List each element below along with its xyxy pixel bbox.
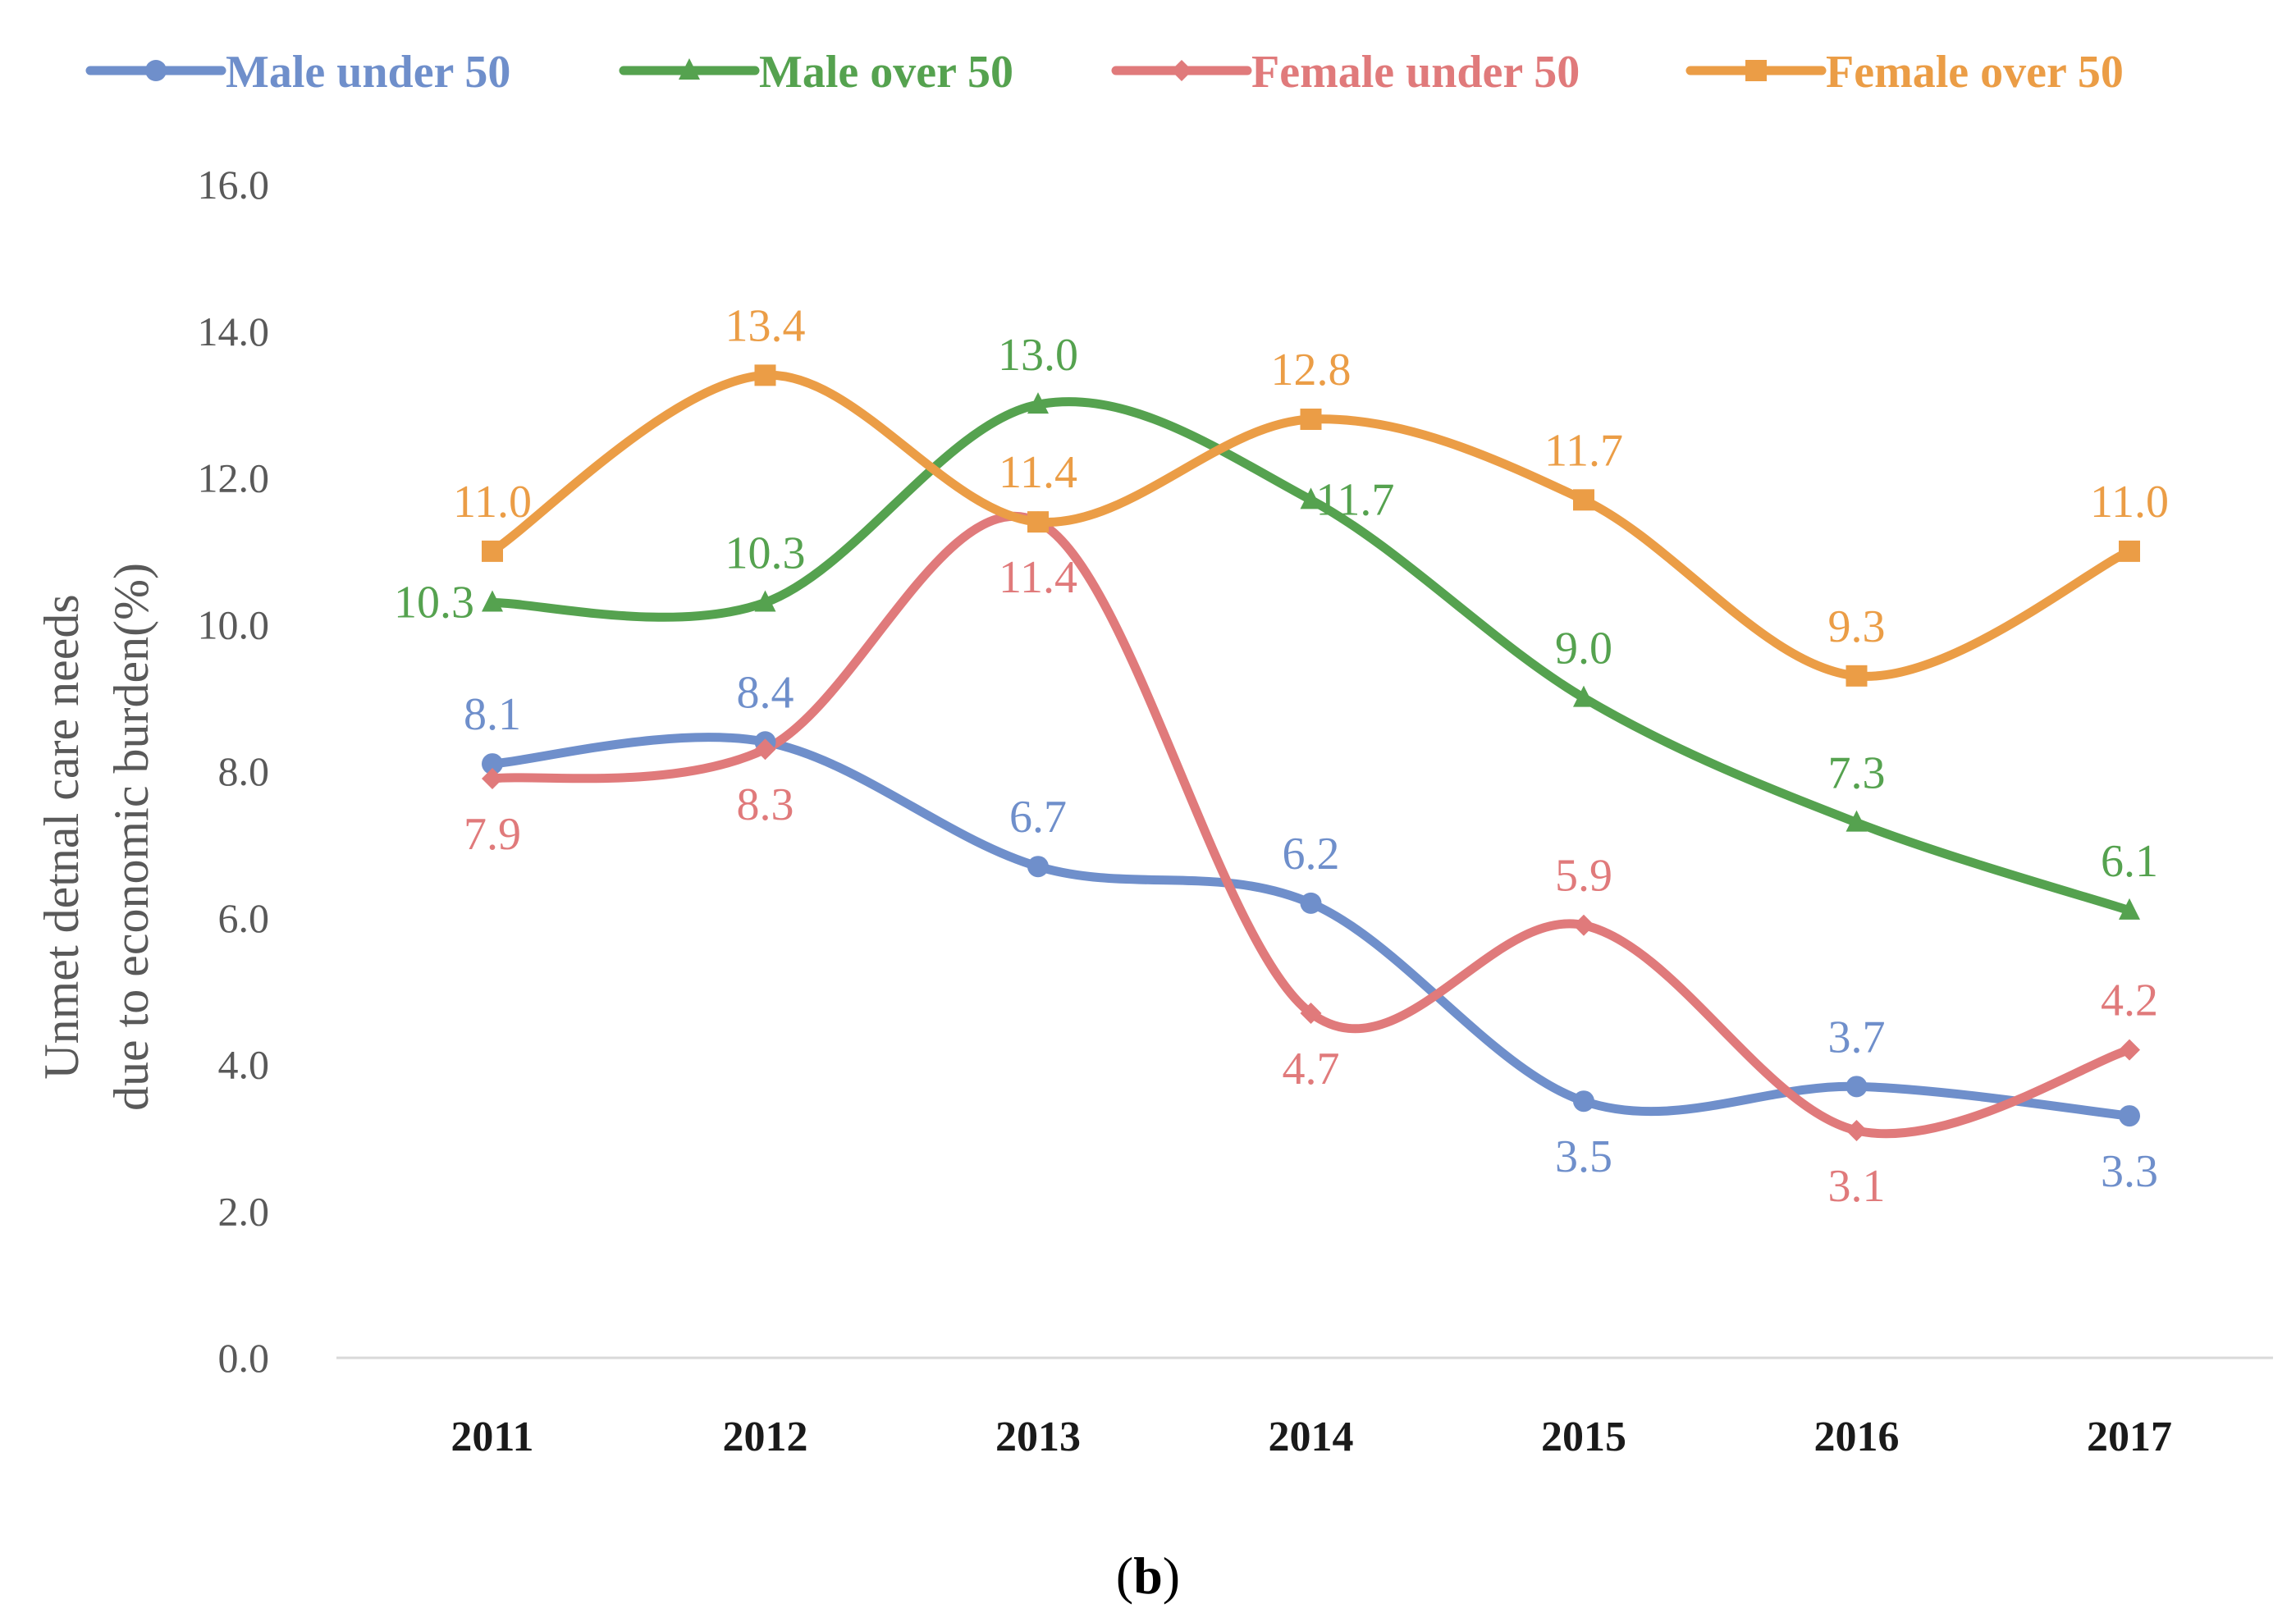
data-point	[2119, 1105, 2140, 1127]
data-label: 13.4	[725, 300, 806, 351]
data-point	[482, 590, 503, 612]
data-point	[1845, 1076, 1868, 1098]
data-label: 6.2	[1283, 829, 1340, 880]
data-label: 11.7	[1316, 474, 1395, 525]
data-label: 3.5	[1555, 1131, 1612, 1182]
y-axis-ticks: 0.0 2.0 4.0 6.0 8.0 10.0 12.0 14.0 16.0	[198, 162, 270, 1381]
y-tick-label: 10.0	[198, 601, 270, 647]
legend-marker	[1745, 60, 1767, 81]
data-point	[1027, 392, 1049, 414]
data-point	[482, 767, 503, 789]
legend-label: Female under 50	[1251, 47, 1580, 98]
y-tick-label: 12.0	[198, 455, 270, 501]
data-label: 7.3	[1828, 748, 1886, 799]
data-label: 9.3	[1828, 601, 1886, 652]
chart-legend: Male under 50 Male over 50 Female under 50…	[85, 47, 2124, 98]
legend-item: Male over 50	[619, 47, 1013, 98]
legend-item: Female over 50	[1685, 47, 2124, 98]
data-point	[1300, 409, 1322, 430]
data-label: 12.8	[1271, 345, 1352, 395]
data-label: 6.7	[1009, 792, 1067, 843]
data-label: 11.0	[2090, 477, 2169, 528]
data-point	[2119, 898, 2140, 920]
y-tick-label: 2.0	[218, 1188, 270, 1234]
data-point	[1027, 511, 1049, 533]
caption-letter: b	[1133, 1547, 1163, 1605]
legend-label: Female over 50	[1826, 47, 2124, 98]
data-label: 5.9	[1555, 851, 1612, 902]
data-label: 3.1	[1828, 1161, 1886, 1212]
y-tick-label: 0.0	[218, 1335, 270, 1381]
data-point	[1027, 856, 1049, 878]
series-markers	[482, 364, 2140, 1141]
data-label: 8.4	[737, 667, 794, 718]
caption-open: (	[1116, 1547, 1133, 1605]
data-label: 10.3	[394, 577, 474, 628]
data-label: 4.7	[1283, 1044, 1340, 1094]
data-label: 11.0	[453, 477, 532, 528]
y-tick-label: 4.0	[218, 1042, 270, 1088]
data-point	[1300, 487, 1322, 509]
data-label: 6.1	[2101, 836, 2158, 887]
legend-label: Male over 50	[759, 47, 1013, 98]
data-point	[1573, 489, 1594, 511]
legend-marker	[679, 58, 700, 80]
data-labels: 8.1 8.4 6.7 6.2 3.5 3.7 3.3 10.3 10.3 13.0 11.7 9.0…	[394, 300, 2169, 1212]
x-tick-label: 2014	[1269, 1414, 1354, 1460]
data-label: 4.2	[2101, 975, 2158, 1026]
data-point	[2119, 540, 2140, 562]
caption-close: )	[1163, 1547, 1180, 1605]
series-line-female-under-50	[487, 511, 2134, 1139]
y-axis-label-line1: Unmet detnal care needs	[34, 594, 89, 1079]
data-label: 13.0	[998, 330, 1078, 381]
y-axis-label-line2: due to economic burden(%)	[104, 563, 158, 1111]
data-point	[1573, 1090, 1594, 1113]
x-tick-label: 2013	[995, 1414, 1081, 1460]
x-tick-label: 2015	[1541, 1414, 1626, 1460]
data-label: 9.0	[1555, 624, 1612, 674]
data-label: 7.9	[464, 809, 521, 860]
y-tick-label: 8.0	[218, 748, 270, 794]
data-label: 11.4	[999, 552, 1077, 603]
data-label: 8.3	[737, 779, 794, 830]
figure-caption: (b)	[1116, 1547, 1180, 1605]
data-point	[1845, 810, 1868, 832]
y-axis-label: Unmet detnal care needs due to economic …	[34, 563, 158, 1111]
legend-marker	[1171, 60, 1192, 81]
data-label: 8.1	[464, 689, 521, 740]
data-point	[1300, 892, 1322, 914]
data-point	[754, 364, 776, 386]
data-point	[1300, 1002, 1322, 1024]
data-label: 3.7	[1828, 1012, 1886, 1062]
y-tick-label: 16.0	[198, 162, 270, 208]
y-tick-label: 14.0	[198, 308, 270, 354]
legend-label: Male under 50	[226, 47, 510, 98]
data-label: 11.7	[1544, 425, 1623, 476]
data-point	[482, 540, 503, 562]
legend-item: Male under 50	[85, 47, 510, 98]
x-tick-label: 2016	[1814, 1414, 1900, 1460]
data-point	[754, 738, 776, 761]
x-tick-label: 2017	[2087, 1414, 2172, 1460]
y-tick-label: 6.0	[218, 895, 270, 941]
legend-marker	[145, 60, 167, 81]
data-point	[1845, 1119, 1868, 1141]
x-tick-label: 2012	[723, 1414, 808, 1460]
data-point	[754, 590, 776, 612]
data-point	[1845, 665, 1868, 687]
data-point	[2119, 1039, 2140, 1061]
x-axis-ticks: 2011 2012 2013 2014 2015 2016 2017	[451, 1414, 2172, 1460]
data-label: 10.3	[725, 528, 806, 578]
data-point	[1573, 914, 1594, 936]
data-point	[482, 753, 503, 775]
x-tick-label: 2011	[451, 1414, 533, 1460]
data-label: 11.4	[999, 447, 1077, 498]
legend-item: Female under 50	[1111, 47, 1580, 98]
data-point	[1573, 685, 1594, 707]
data-label: 3.3	[2101, 1146, 2158, 1197]
